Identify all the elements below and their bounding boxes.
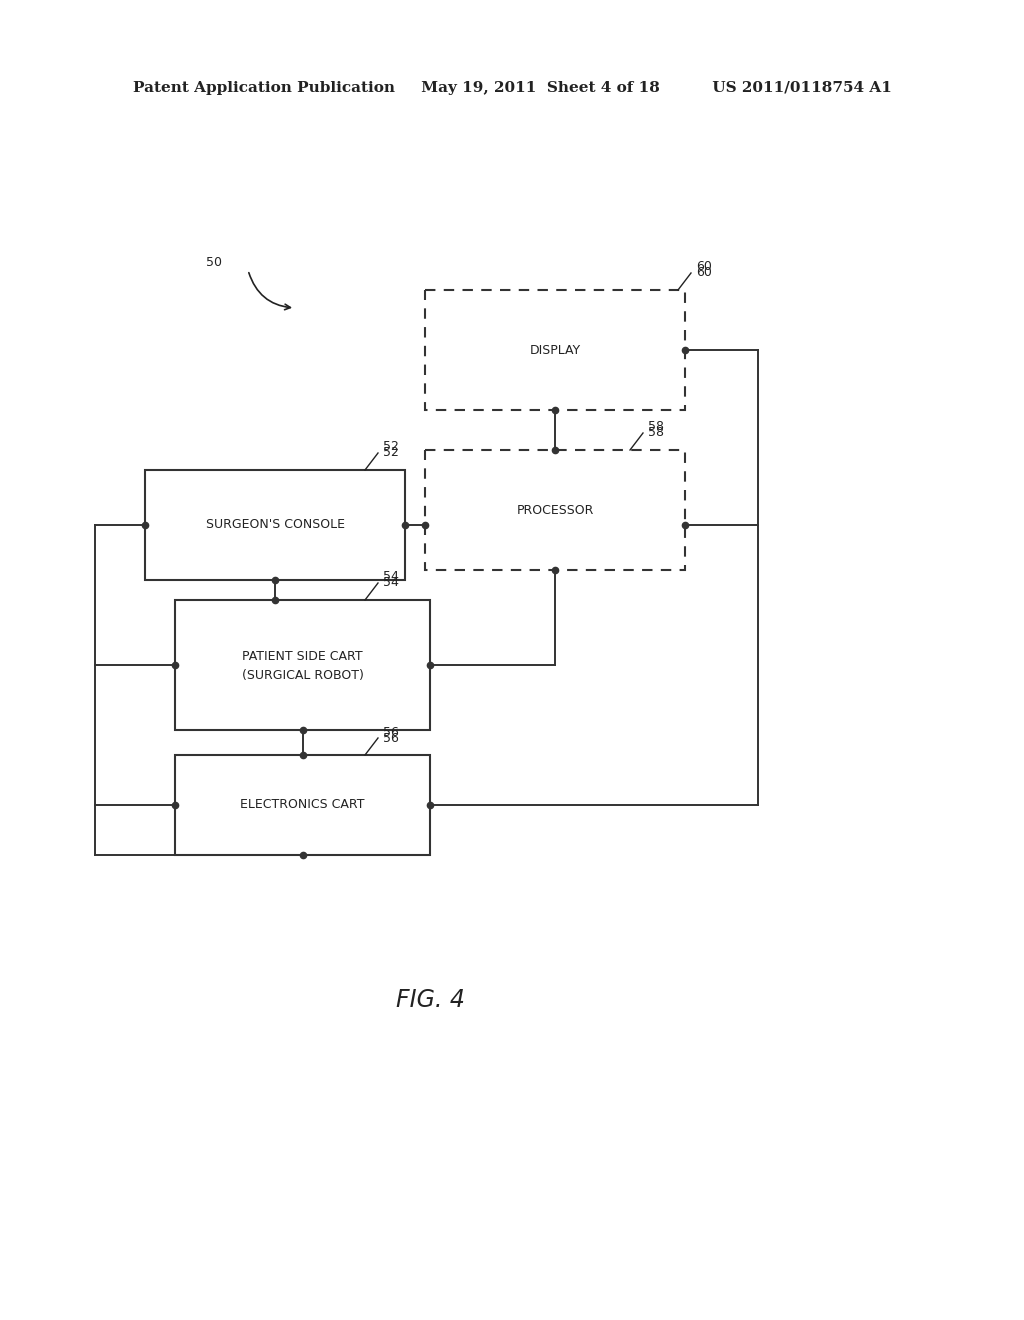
Bar bbox=[425, 290, 685, 411]
Text: 58: 58 bbox=[648, 421, 664, 433]
Text: SURGEON'S CONSOLE: SURGEON'S CONSOLE bbox=[206, 519, 344, 532]
Text: DISPLAY: DISPLAY bbox=[529, 343, 581, 356]
Text: 52: 52 bbox=[383, 446, 399, 459]
Text: 54: 54 bbox=[383, 577, 399, 590]
Text: 54: 54 bbox=[383, 570, 399, 583]
Text: FIG. 4: FIG. 4 bbox=[395, 987, 465, 1012]
Text: 50: 50 bbox=[206, 256, 222, 268]
Text: 52: 52 bbox=[383, 441, 399, 454]
Text: PATIENT SIDE CART: PATIENT SIDE CART bbox=[243, 651, 362, 664]
Text: Patent Application Publication     May 19, 2011  Sheet 4 of 18          US 2011/: Patent Application Publication May 19, 2… bbox=[132, 81, 892, 95]
Text: 60: 60 bbox=[696, 260, 712, 273]
Bar bbox=[145, 470, 406, 579]
Text: ELECTRONICS CART: ELECTRONICS CART bbox=[241, 799, 365, 812]
Bar bbox=[175, 601, 430, 730]
Text: 58: 58 bbox=[648, 426, 664, 440]
Text: 60: 60 bbox=[696, 267, 712, 280]
Bar bbox=[425, 450, 685, 570]
Bar bbox=[175, 755, 430, 855]
Text: PROCESSOR: PROCESSOR bbox=[516, 503, 594, 516]
Text: 56: 56 bbox=[383, 731, 399, 744]
Text: 56: 56 bbox=[383, 726, 399, 738]
Text: (SURGICAL ROBOT): (SURGICAL ROBOT) bbox=[242, 668, 364, 681]
